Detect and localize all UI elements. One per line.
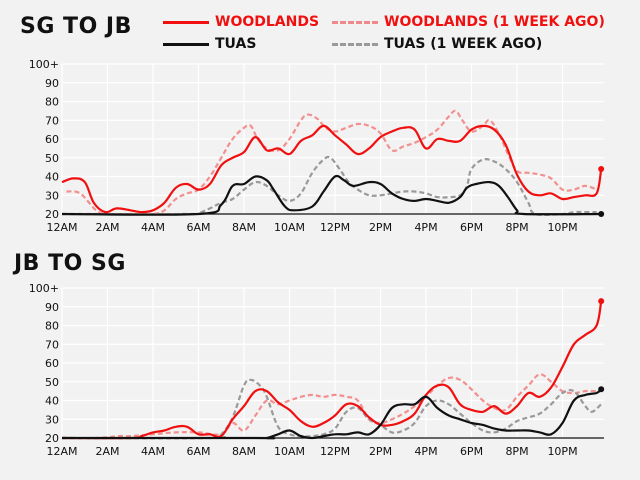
x-tick-label: 2AM [95,445,119,458]
series-endpoint-tuas [598,386,605,393]
legend-label-woodlands: WOODLANDS [215,14,320,30]
legend-label-tuas: TUAS [215,36,257,52]
x-tick-label: 4AM [141,221,165,234]
series-line-woodlands [61,124,603,214]
x-tick-label: 6PM [460,221,483,234]
y-tick-label: 20 [45,208,59,221]
y-tick-label: 40 [45,171,59,184]
chart-title-sg-to-jb: SG TO JB [20,14,132,39]
x-tick-label: 12AM [46,445,77,458]
series-line-woodlands-prev [61,373,597,440]
x-tick-label: 8AM [232,445,256,458]
legend-label-woodlands-prev: WOODLANDS (1 WEEK AGO) [384,14,605,30]
y-tick-label: 90 [45,77,59,90]
series-line-tuas [61,174,602,216]
legend-label-tuas-prev: TUAS (1 WEEK AGO) [384,36,543,52]
y-tick-label: 70 [45,114,59,127]
legend-line-dashed-red [332,20,378,24]
chart-jb-to-sg: 20 30 40 50 60 70 80 90 100+ 12AM 2AM 4AM 6AM 8AM 10AM… [29,282,605,458]
y-tick-label: 50 [45,152,59,165]
legend-tuas-prev: TUAS (1 WEEK AGO) [332,36,542,52]
series-endpoint-woodlands [598,166,605,172]
x-tick-label: 12PM [320,221,350,234]
x-tick-label: 6PM [460,445,483,458]
legend-tuas: TUAS [163,36,256,52]
y-tick-label: 60 [45,357,59,370]
y-tick-label: 20 [45,432,59,445]
y-tick-label: 40 [45,395,59,408]
legend-woodlands-prev: WOODLANDS (1 WEEK AGO) [332,14,605,30]
series-line-woodlands-prev [66,109,598,216]
series-line-woodlands [61,300,603,440]
y-tick-label: 90 [45,301,59,314]
x-tick-label: 8PM [505,445,528,458]
y-tick-label: 30 [45,413,59,426]
x-tick-label: 4AM [141,445,165,458]
x-tick-label: 6AM [186,445,210,458]
chart-sg-to-jb: 20 30 40 50 60 70 80 90 100+ 12AM 2AM 4AM 6AM 8AM 10AM… [29,58,605,234]
series-endpoint-tuas [598,211,605,217]
y-tick-label: 100+ [29,58,59,71]
x-tick-label: 4PM [414,221,437,234]
x-tick-label: 10AM [274,221,305,234]
y-tick-label: 50 [45,376,59,389]
y-tick-label: 60 [45,133,59,146]
x-tick-label: 8PM [505,221,528,234]
x-tick-label: 10AM [274,445,305,458]
x-tick-label: 2AM [95,221,119,234]
x-tick-label: 2PM [369,221,392,234]
y-tick-label: 70 [45,338,59,351]
y-tick-label: 80 [45,320,59,333]
x-tick-label: 12PM [320,445,350,458]
x-tick-label: 4PM [414,445,437,458]
y-tick-label: 30 [45,189,59,202]
x-tick-label: 2PM [369,445,392,458]
chart-title-jb-to-sg: JB TO SG [14,251,126,276]
y-tick-label: 100+ [29,282,59,295]
x-tick-label: 10PM [547,445,577,458]
series-line-tuas-prev [61,155,597,217]
legend-line-solid-red [163,20,209,24]
series-line-tuas-prev [61,378,602,440]
x-tick-label: 12AM [46,221,77,234]
x-tick-label: 10PM [547,221,577,234]
series-endpoint-woodlands [598,298,605,305]
legend-woodlands: WOODLANDS [163,14,319,30]
y-tick-label: 80 [45,96,59,109]
series-line-tuas [61,388,602,440]
x-tick-label: 6AM [186,221,210,234]
legend-line-solid-black [163,42,209,46]
x-tick-label: 8AM [232,221,256,234]
legend-line-dashed-gray [332,42,378,46]
